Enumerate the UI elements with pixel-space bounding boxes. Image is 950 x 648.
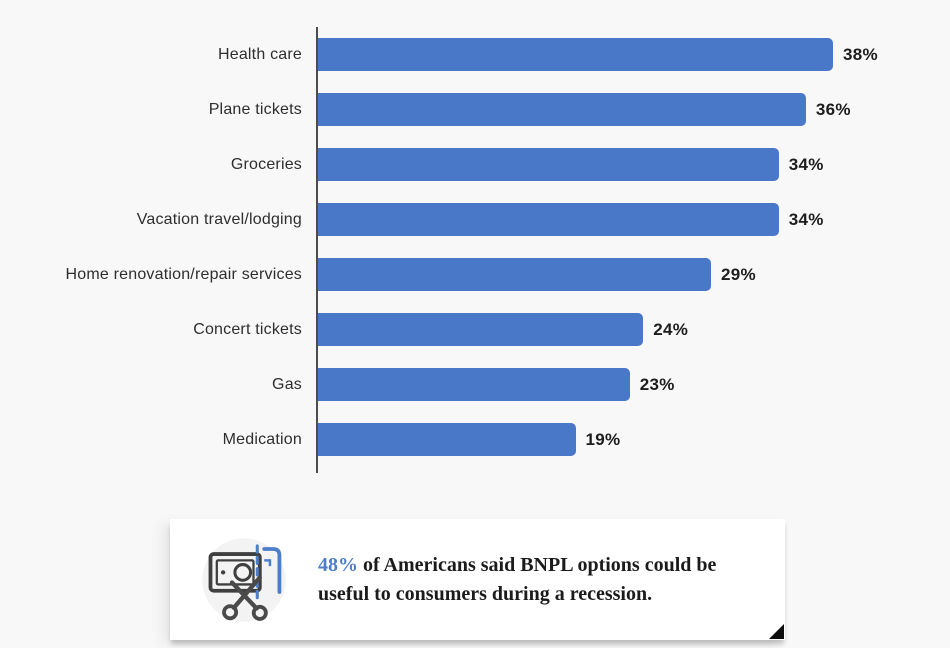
- resize-handle-icon[interactable]: [769, 624, 784, 639]
- value-label: 36%: [815, 99, 851, 119]
- value-label: 38%: [843, 44, 878, 64]
- bar-chart: Health care 38% Plane tickets 36% Groceries 3…: [0, 27, 950, 473]
- category-label: Medication: [222, 430, 302, 448]
- bar-area: 36%: [318, 93, 851, 126]
- category-label: Health care: [217, 45, 302, 63]
- value-label: 34%: [788, 209, 824, 229]
- bar-area: 29%: [318, 258, 756, 291]
- value-label: 24%: [653, 319, 689, 339]
- bar-area: 19%: [318, 423, 620, 456]
- callout-text-rest: of Americans said BNPL options could be …: [318, 553, 717, 605]
- bar: [318, 93, 806, 126]
- bar-area: 38%: [318, 38, 878, 71]
- bar-row: Vacation travel/lodging 34%: [0, 192, 950, 247]
- value-label: 29%: [721, 264, 756, 284]
- bar: [318, 258, 711, 291]
- y-axis-line: [316, 27, 318, 473]
- bar-row: Health care 38%: [0, 27, 950, 82]
- bar: [318, 148, 779, 181]
- bar-row: Gas 23%: [0, 357, 950, 412]
- category-label: Home renovation/repair services: [65, 265, 302, 283]
- bar-area: 34%: [318, 148, 824, 181]
- value-label: 34%: [788, 154, 824, 174]
- bar-area: 23%: [318, 368, 675, 401]
- callout-icon-wrap: [170, 537, 318, 623]
- callout-card: 48% of Americans said BNPL options could…: [170, 519, 785, 640]
- category-label: Concert tickets: [193, 320, 302, 338]
- bar: [318, 203, 779, 236]
- bar-row: Home renovation/repair services 29%: [0, 247, 950, 302]
- value-label: 19%: [585, 429, 621, 449]
- category-label: Groceries: [230, 155, 302, 173]
- callout-text: 48% of Americans said BNPL options could…: [318, 551, 763, 609]
- bar: [318, 313, 644, 346]
- bar: [318, 368, 630, 401]
- value-label: 23%: [639, 374, 675, 394]
- bar-row: Groceries 34%: [0, 137, 950, 192]
- bar: [318, 423, 576, 456]
- bar-row: Concert tickets 24%: [0, 302, 950, 357]
- banknote-scissors-icon: [202, 537, 286, 622]
- callout-highlight: 48%: [318, 553, 358, 576]
- bar-area: 34%: [318, 203, 824, 236]
- bar-row: Plane tickets 36%: [0, 82, 950, 137]
- category-label: Gas: [272, 375, 302, 393]
- bar-row: Medication 19%: [0, 412, 950, 467]
- category-label: Plane tickets: [208, 100, 302, 118]
- bar: [318, 38, 833, 71]
- category-label: Vacation travel/lodging: [136, 210, 302, 228]
- bar-area: 24%: [318, 313, 688, 346]
